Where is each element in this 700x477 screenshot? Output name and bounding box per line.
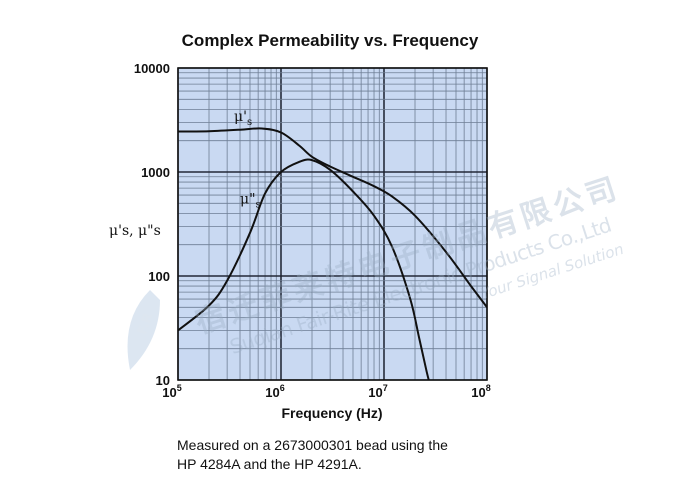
x-tick-label: 108 (471, 383, 490, 400)
series-line-1 (178, 127, 487, 308)
plot-area (178, 68, 487, 380)
y-tick-labels: 10 100 1000 10000 (134, 61, 170, 388)
caption: Measured on a 2673000301 bead using the … (177, 436, 597, 474)
y-axis-label: μ's, μ"s (109, 223, 161, 239)
x-tick-label: 106 (265, 383, 284, 400)
series-layer (178, 127, 487, 380)
series-label-1: μ's (234, 109, 252, 128)
y-tick-label: 1000 (141, 165, 170, 180)
y-tick-label: 10000 (134, 61, 170, 76)
watermark-badge-icon: F.R (127, 290, 160, 370)
plot-frame (177, 67, 488, 381)
chart-title: Complex Permeability vs. Frequency (182, 31, 479, 50)
series-line-2 (178, 158, 430, 380)
y-tick-label: 100 (148, 269, 170, 284)
y-tick-label: 10 (156, 373, 170, 388)
x-tick-labels: 105 106 107 108 (162, 383, 490, 400)
series-label-2: μ"s (240, 191, 261, 210)
caption-line-2: HP 4284A and the HP 4291A. (177, 456, 362, 472)
grid (177, 67, 488, 381)
watermark-badge: F.R (135, 311, 157, 337)
x-tick-label: 107 (368, 383, 387, 400)
series-labels: μ's μ"s (234, 109, 261, 210)
x-axis-label: Frequency (Hz) (281, 405, 382, 421)
x-tick-label: 105 (162, 383, 181, 400)
caption-line-1: Measured on a 2673000301 bead using the (177, 437, 448, 453)
